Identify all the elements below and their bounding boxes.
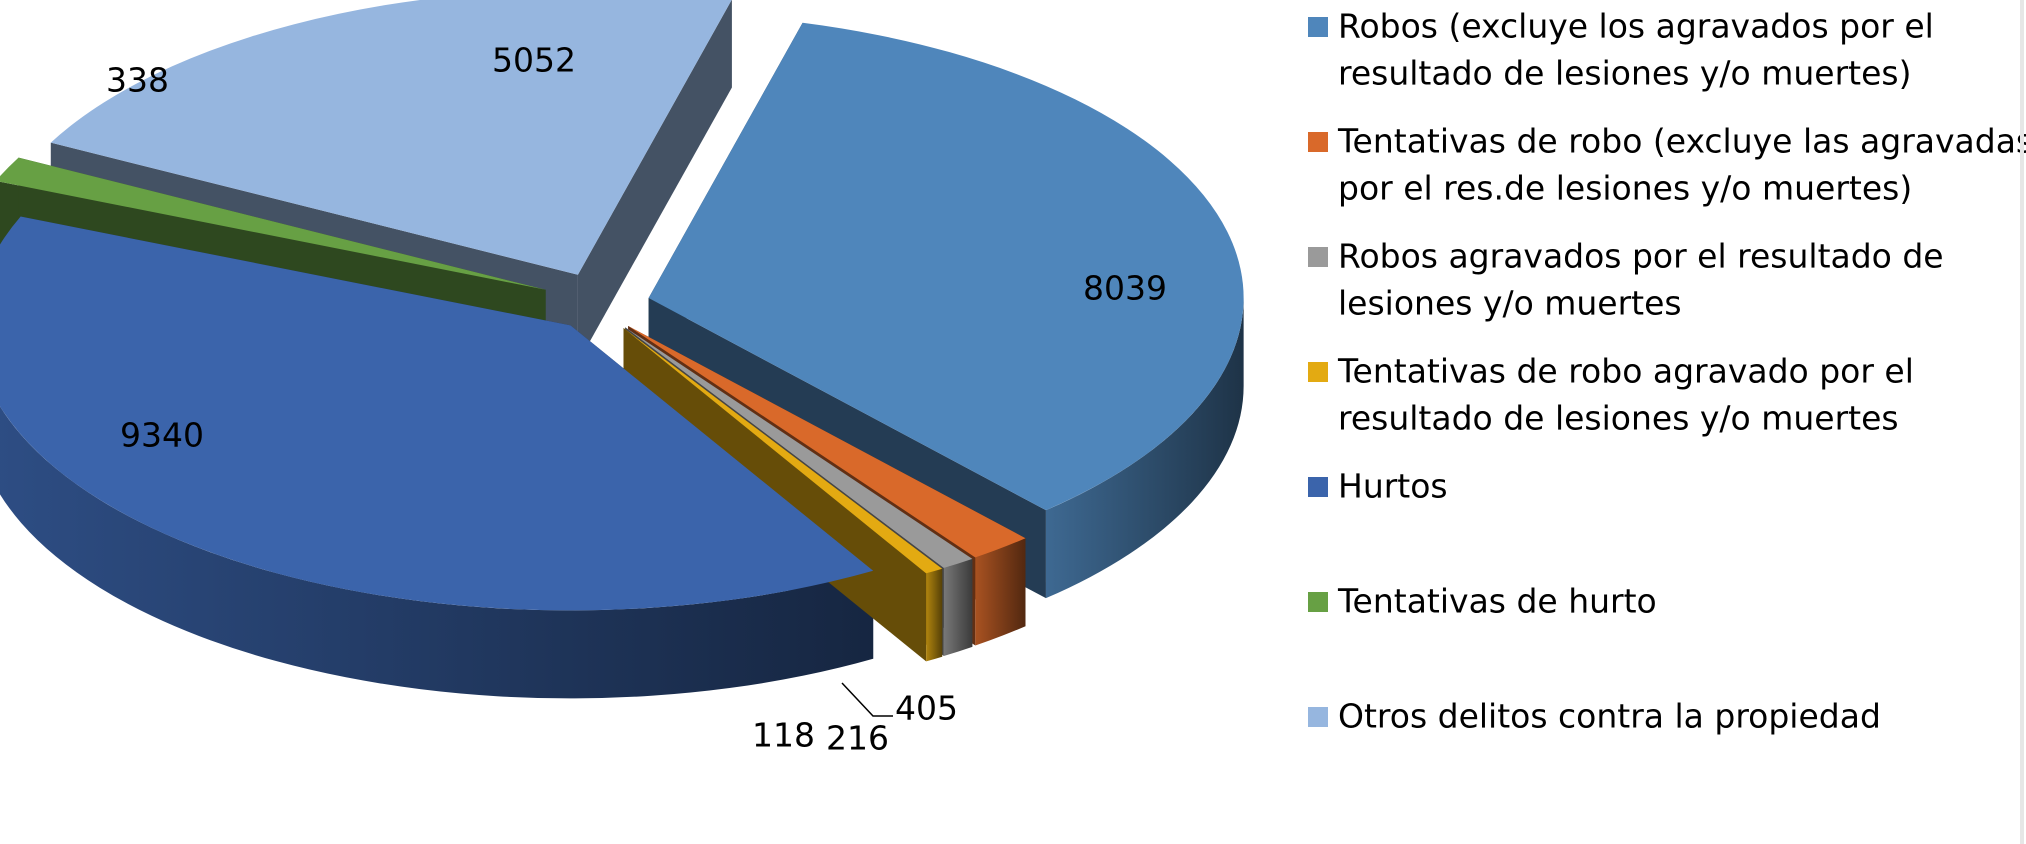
legend-swatch — [1308, 707, 1328, 727]
slice-top — [648, 22, 1244, 511]
slice-outer-wall — [926, 568, 943, 662]
slice-top — [0, 216, 874, 611]
legend-label: resultado de lesiones y/o muertes) — [1338, 54, 1911, 93]
data-label: 216 — [826, 719, 889, 758]
legend-swatch — [1308, 17, 1328, 37]
data-label: 5052 — [492, 41, 576, 80]
slice-outer-wall — [0, 406, 874, 699]
slice-top — [628, 326, 1026, 558]
legend-label: Tentativas de hurto — [1337, 582, 1657, 621]
scrollbar-edge[interactable] — [2020, 0, 2024, 844]
slice-outer-wall — [975, 538, 1026, 646]
slice-top — [50, 0, 732, 275]
legend-label: lesiones y/o muertes — [1338, 284, 1682, 323]
legend-swatch — [1308, 247, 1328, 267]
legend-swatch — [1308, 132, 1328, 152]
slice-top — [625, 327, 973, 569]
legend-swatch — [1308, 477, 1328, 497]
data-label: 8039 — [1083, 269, 1167, 308]
slice-top — [0, 157, 546, 290]
legend-label: Otros delitos contra la propiedad — [1338, 697, 1881, 736]
legend-label: Hurtos — [1338, 467, 1448, 506]
legend-label: Tentativas de robo agravado por el — [1337, 352, 1914, 391]
data-label: 118 — [752, 716, 815, 755]
slice-outer-wall — [1045, 298, 1244, 599]
legend-label: Tentativas de robo (excluye las agravada… — [1337, 122, 2026, 161]
data-label: 9340 — [120, 416, 204, 455]
legend-label: Robos (excluye los agravados por el — [1338, 7, 1934, 46]
legend-swatch — [1308, 592, 1328, 612]
data-label: 338 — [106, 61, 169, 100]
data-label: 405 — [895, 689, 958, 728]
slice-side-face — [577, 0, 732, 363]
legend-label: Robos agravados por el resultado de — [1338, 237, 1944, 276]
legend-swatch — [1308, 362, 1328, 382]
legend: Robos (excluye los agravados por el resul… — [1308, 7, 2026, 736]
slice-outer-wall — [943, 558, 973, 657]
legend-label: por el res.de lesiones y/o muertes) — [1338, 169, 1912, 208]
slice-top — [623, 328, 943, 574]
slice-tops — [0, 0, 1244, 611]
legend-label: resultado de lesiones y/o muertes — [1338, 399, 1899, 438]
leader-line — [841, 682, 893, 717]
